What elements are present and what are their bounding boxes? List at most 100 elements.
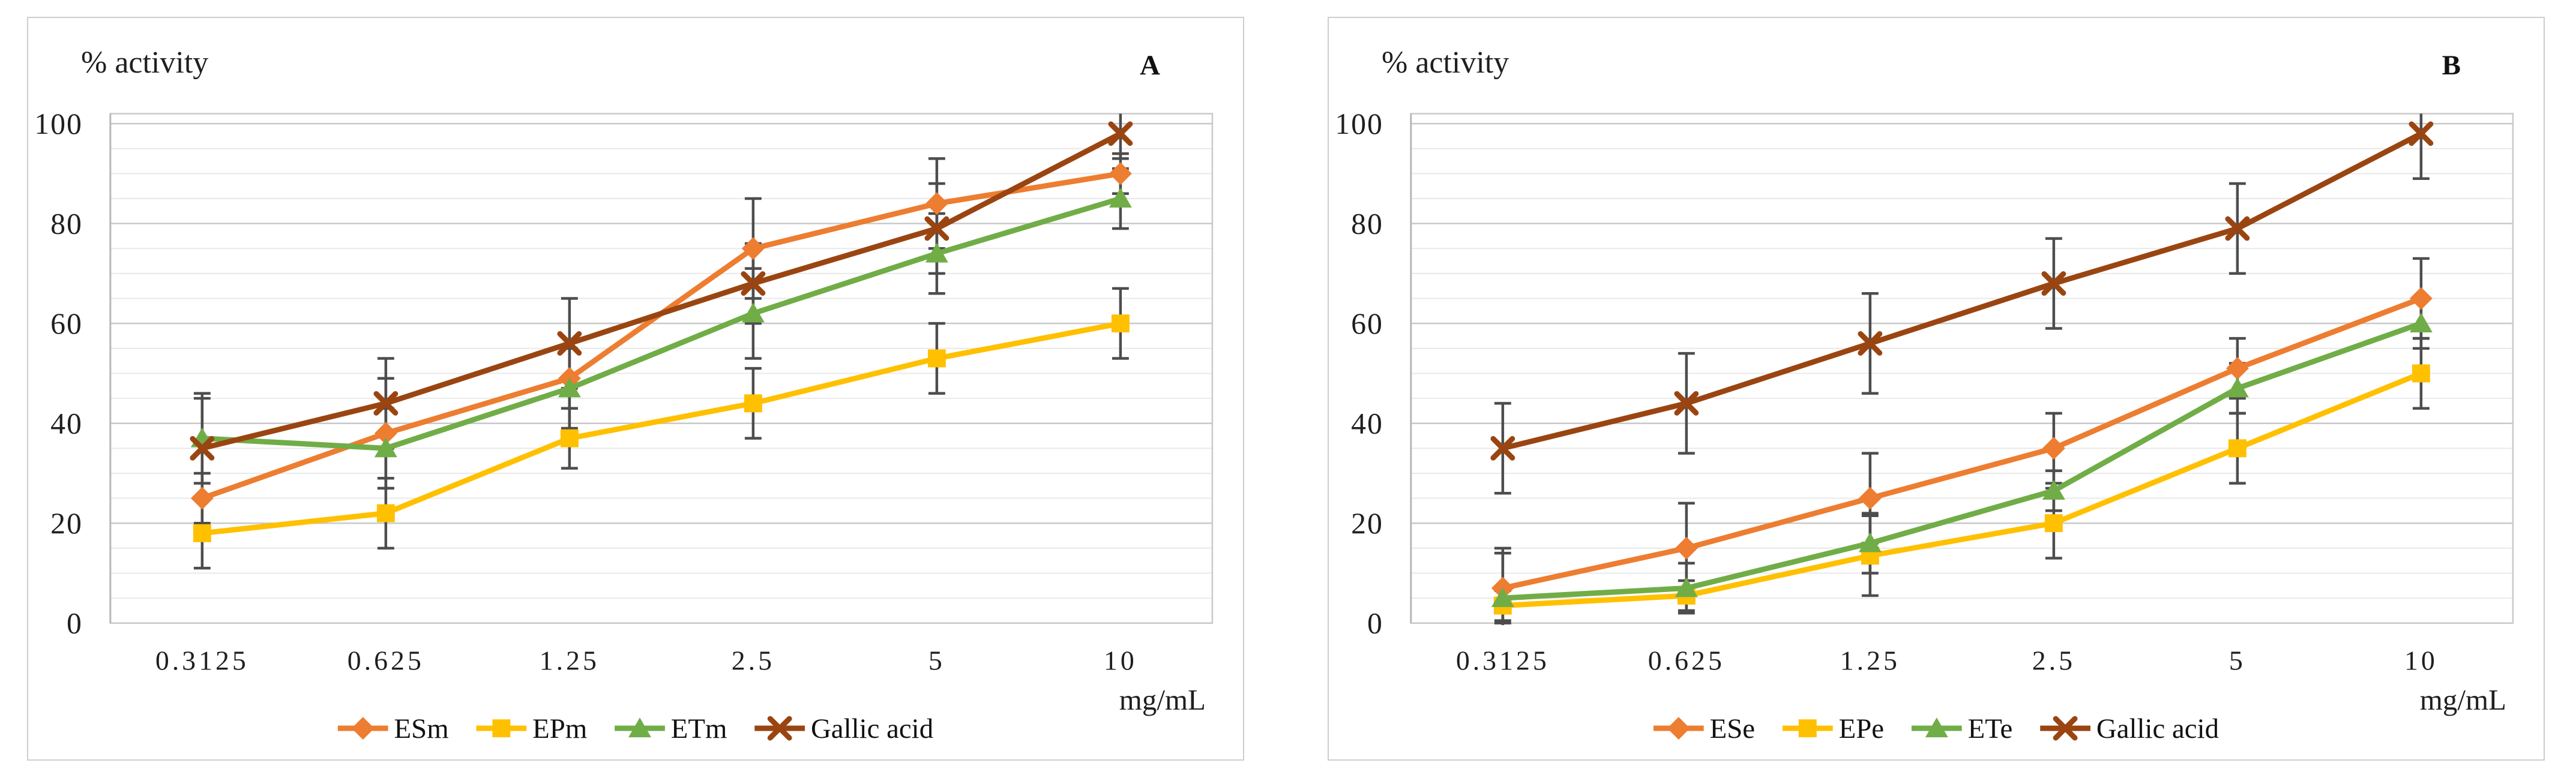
data-point-marker — [2409, 121, 2434, 146]
y-tick-label: 0 — [67, 607, 83, 640]
x-tick-label: 1.25 — [540, 645, 600, 675]
legend: ESe EPe ETe Gallic acid — [1653, 713, 2219, 744]
data-point-marker — [1490, 435, 1515, 461]
data-point-marker — [1111, 314, 1130, 333]
data-point-marker — [2041, 271, 2066, 296]
data-point-marker — [925, 192, 948, 215]
x-tick-label: 2.5 — [2032, 645, 2075, 675]
legend-label: ESe — [1710, 713, 1755, 744]
data-point-marker — [2409, 313, 2433, 333]
x-tick-label: 0.625 — [1648, 645, 1725, 675]
series-line — [1500, 370, 2424, 609]
data-point-marker — [744, 394, 762, 413]
series-gallic-acid — [1490, 121, 2434, 461]
gridlines — [110, 122, 1212, 624]
triangle-legend-icon — [628, 717, 651, 738]
data-point-marker — [1109, 188, 1132, 208]
chart-panel-a: % activity A 0 20 40 60 80 100 0.3125 0.625 1.25… — [27, 17, 1244, 761]
data-point-marker — [925, 242, 948, 263]
data-point-marker — [557, 331, 582, 356]
x-tick-label: 0.3125 — [155, 645, 249, 675]
x-unit-label: mg/mL — [2419, 683, 2506, 716]
x-tick-labels: 0.3125 0.625 1.25 2.5 5 10 — [1456, 645, 2438, 675]
data-point-marker — [558, 377, 581, 398]
x-tick-label: 10 — [2404, 645, 2438, 675]
y-tick-label: 80 — [50, 208, 83, 241]
series-line — [199, 131, 1124, 451]
y-tick-labels: 0 20 40 60 80 100 — [34, 107, 83, 640]
legend-item-gallic-acid: Gallic acid — [754, 713, 933, 744]
y-axis-title: % activity — [81, 46, 209, 80]
triangle-legend-icon — [1925, 717, 1948, 738]
data-point-marker — [2409, 287, 2433, 310]
legend-label: ETe — [1968, 713, 2013, 744]
data-point-marker — [373, 390, 399, 416]
legend-label: Gallic acid — [811, 713, 933, 744]
legend-item-etm: ETm — [615, 713, 727, 744]
legend-label: EPe — [1839, 713, 1884, 744]
x-tick-label: 1.25 — [1840, 645, 1900, 675]
data-point-marker — [1675, 577, 1698, 597]
series-ese — [1491, 287, 2433, 600]
gridlines — [1410, 122, 2513, 624]
plot-border — [1410, 113, 2514, 624]
x-tick-label: 0.3125 — [1456, 645, 1550, 675]
data-point-marker — [2225, 377, 2249, 398]
data-point-marker — [1858, 331, 1883, 356]
data-point-marker — [1675, 536, 1698, 560]
series-ete — [1491, 313, 2433, 608]
y-tick-labels: 0 20 40 60 80 100 — [1335, 107, 1383, 640]
series-etm — [190, 188, 1132, 458]
x-tick-label: 2.5 — [732, 645, 775, 675]
data-point-marker — [376, 504, 395, 522]
data-point-marker — [2042, 437, 2065, 460]
x-legend-icon — [2053, 716, 2078, 741]
x-legend-icon — [767, 716, 792, 741]
series-gallic-acid — [190, 121, 1133, 461]
legend-label: ETm — [671, 713, 727, 744]
series-esm — [190, 162, 1132, 510]
legend-item-ete: ETe — [1911, 713, 2013, 744]
data-point-marker — [193, 524, 211, 542]
series-line — [199, 320, 1124, 536]
data-point-marker — [1858, 532, 1882, 552]
data-point-marker — [190, 435, 215, 461]
data-point-marker — [927, 349, 946, 368]
data-point-marker — [1491, 587, 1514, 608]
x-tick-labels: 0.3125 0.625 1.25 2.5 5 10 — [155, 645, 1134, 675]
y-tick-label: 20 — [1351, 507, 1383, 540]
plot-border — [109, 113, 1214, 624]
y-tick-label: 0 — [1367, 607, 1383, 640]
data-point-marker — [1109, 162, 1132, 185]
y-tick-label: 40 — [50, 407, 83, 440]
panel-corner-label: B — [2442, 50, 2461, 81]
error-bars — [193, 113, 1129, 570]
legend: ESm EPm ETm Gallic acid — [337, 713, 933, 744]
legend-label: EPm — [532, 713, 587, 744]
data-point-marker — [190, 486, 214, 510]
data-point-marker — [741, 271, 766, 296]
x-tick-label: 5 — [928, 645, 945, 675]
y-tick-label: 40 — [1351, 407, 1383, 440]
legend-label: ESm — [394, 713, 449, 744]
square-legend-icon — [1798, 719, 1817, 738]
legend-item-epm: EPm — [476, 713, 587, 744]
data-point-marker — [1858, 486, 1882, 510]
legend-item-esm: ESm — [337, 713, 449, 744]
data-point-marker — [924, 216, 949, 241]
data-point-marker — [374, 437, 397, 458]
diamond-legend-icon — [351, 717, 375, 740]
y-tick-label: 80 — [1351, 208, 1383, 241]
series-line — [1500, 296, 2424, 591]
data-point-marker — [2225, 216, 2250, 241]
data-point-marker — [2412, 364, 2430, 383]
y-tick-label: 60 — [1351, 307, 1383, 340]
square-legend-icon — [492, 719, 511, 738]
data-point-marker — [560, 429, 579, 447]
data-point-marker — [1674, 390, 1699, 416]
data-point-marker — [374, 422, 397, 445]
data-point-marker — [2044, 514, 2063, 533]
y-tick-label: 100 — [1335, 107, 1383, 140]
data-point-marker — [2042, 480, 2065, 500]
